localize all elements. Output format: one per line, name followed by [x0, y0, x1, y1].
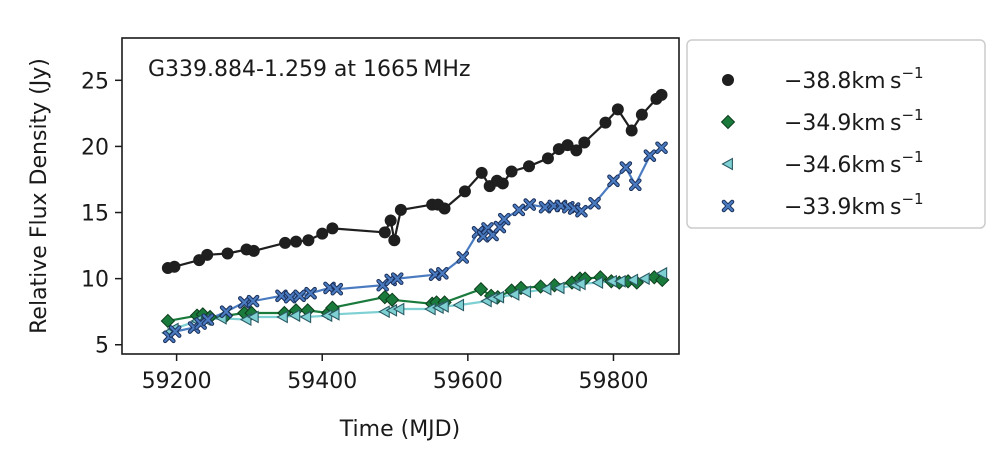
series-1-point	[168, 260, 181, 273]
x-tick-label: 59800	[578, 369, 648, 394]
series-1-point	[290, 235, 303, 248]
series-1-point	[523, 160, 536, 173]
legend: −38.8km s−1 −34.9km s−1 −34.6km s−1 −33.9km…	[686, 39, 986, 229]
series-3-point	[247, 310, 259, 324]
legend-marker-3	[721, 157, 733, 171]
series-3-point	[299, 310, 312, 324]
series-1-point	[611, 103, 624, 116]
series-1-point	[388, 234, 401, 247]
x-tick-label: 59400	[287, 369, 357, 394]
series-3-point	[626, 273, 639, 287]
series-1-point	[635, 108, 648, 121]
y-tick-label: 5	[95, 334, 109, 359]
legend-entry-2: −34.9km s−1	[720, 106, 924, 136]
series-3-point	[492, 290, 505, 304]
x-axis-label: Time (MJD)	[339, 417, 460, 442]
legend-marker-2	[720, 114, 736, 130]
series-1-point	[458, 185, 471, 198]
series-3-point	[519, 285, 532, 299]
series-1-point	[378, 226, 391, 239]
x-tick-label: 59600	[433, 369, 503, 394]
series-3-point	[507, 288, 520, 301]
legend-marker-1	[722, 74, 734, 86]
series-1-point	[655, 88, 668, 101]
series-1-point	[201, 248, 214, 261]
y-axis-label: Relative Flux Density (Jy)	[27, 58, 52, 334]
x-tick-label: 59200	[142, 369, 212, 394]
series-4-points	[163, 141, 668, 344]
y-tick-label: 20	[81, 135, 109, 160]
series-3-point	[655, 266, 668, 280]
legend-entry-4: −33.9km s−1	[721, 190, 924, 220]
legend-entries: −38.8km s−1 −34.9km s−1 −34.6km s−1 −33.9km…	[720, 64, 924, 220]
series-3-point	[591, 276, 604, 290]
series-3-point	[552, 281, 565, 295]
series-1-point	[561, 139, 574, 152]
series-3-point	[288, 309, 301, 323]
y-tick-label: 15	[81, 202, 109, 227]
series-3-point	[327, 307, 340, 321]
series-2-point	[384, 292, 400, 307]
x-axis-ticks: 59200 59400 59600 59800	[142, 354, 648, 394]
series-markers	[160, 88, 670, 344]
series-1-point	[221, 247, 234, 260]
series-1-point	[326, 222, 339, 235]
series-3-point	[574, 277, 586, 291]
series-1-points	[161, 88, 668, 275]
y-axis-ticks: 5 10 15 20 25	[81, 69, 122, 359]
series-3-point	[539, 282, 552, 296]
plot-area	[121, 37, 680, 355]
series-1-point	[570, 144, 583, 157]
legend-box	[686, 39, 986, 229]
chart-annotation: G339.884-1.259 at 1665 MHz	[148, 57, 471, 82]
series-1-point	[438, 202, 451, 215]
series-1-point	[279, 236, 292, 249]
series-1-point	[578, 136, 591, 149]
legend-entry-3: −34.6km s−1	[721, 148, 924, 178]
series-1-point	[302, 234, 315, 247]
y-tick-label: 10	[81, 268, 109, 293]
series-1-point	[394, 203, 407, 216]
series-3-point	[392, 302, 405, 316]
series-3-point	[452, 298, 465, 312]
series-3-point	[276, 310, 288, 324]
series-2-point	[160, 313, 176, 329]
series-1-point	[384, 214, 397, 227]
legend-label-4: −33.9km s−1	[784, 190, 924, 220]
series-2-point	[473, 282, 489, 297]
series-1-point	[496, 177, 509, 190]
legend-label-3: −34.6km s−1	[784, 148, 924, 178]
plot-frame	[121, 37, 680, 355]
series-3-point	[638, 272, 650, 286]
series-1-point	[475, 166, 488, 179]
series-1-point	[247, 244, 260, 257]
legend-entry-1: −38.8km s−1	[722, 64, 924, 94]
series-3-point	[437, 299, 449, 313]
series-1-point	[505, 165, 518, 178]
series-1-point	[541, 152, 554, 165]
legend-label-2: −34.9km s−1	[784, 106, 924, 136]
series-1-point	[599, 116, 612, 129]
series-1-point	[316, 227, 329, 240]
legend-label-1: −38.8km s−1	[784, 64, 924, 94]
series-3-point	[614, 274, 626, 288]
y-tick-label: 25	[81, 69, 109, 94]
series-1-point	[625, 124, 638, 137]
